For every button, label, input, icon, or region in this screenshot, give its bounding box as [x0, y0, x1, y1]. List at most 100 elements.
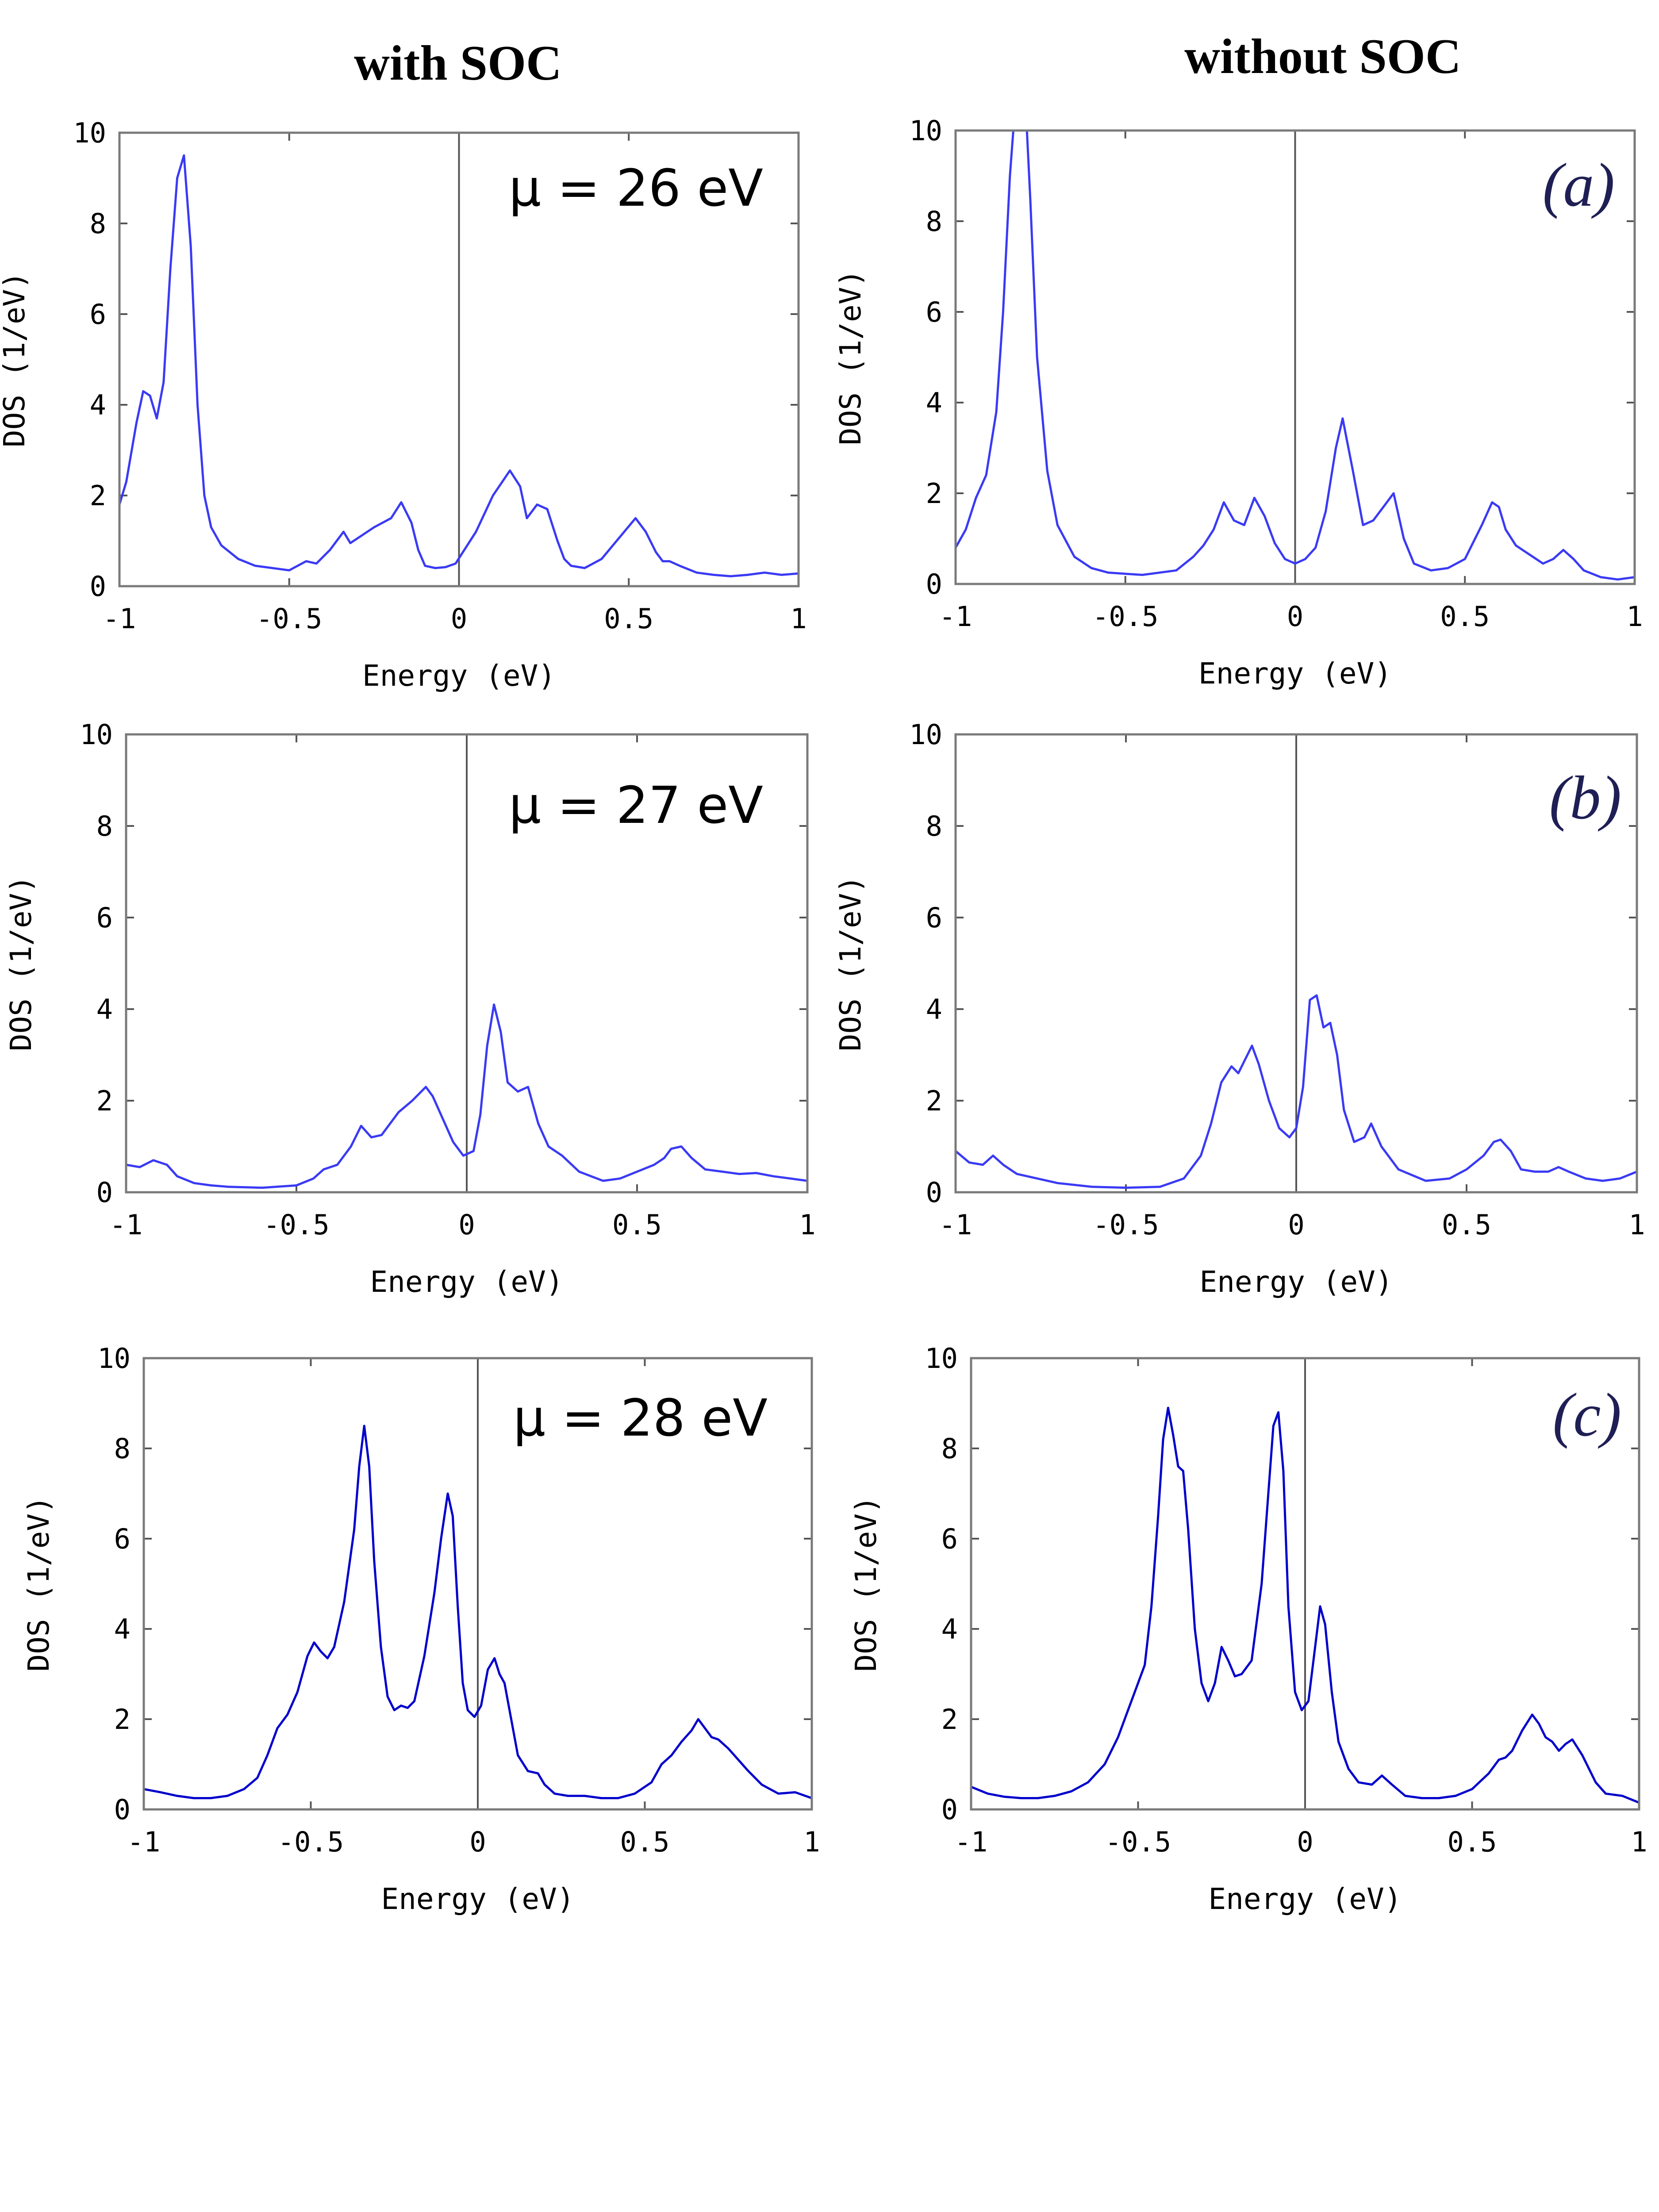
x-tick-label: -1: [939, 1209, 972, 1241]
x-tick-label: 0: [1297, 1826, 1313, 1858]
y-tick-label: 0: [114, 1793, 131, 1826]
y-tick-label: 8: [90, 207, 106, 240]
x-axis-label: Energy (eV): [370, 1265, 563, 1299]
dos-series-line: [971, 1406, 1639, 1804]
x-tick-label: -1: [103, 603, 136, 635]
y-axis-label: DOS (1/eV): [0, 272, 31, 447]
y-tick-label: 2: [941, 1703, 958, 1736]
x-tick-label: 0.5: [604, 603, 653, 635]
y-tick-label: 8: [926, 810, 942, 842]
y-tick-label: 4: [114, 1613, 131, 1645]
plot-frame: [954, 733, 1638, 1194]
y-tick-label: 10: [97, 1342, 131, 1375]
chemical-potential-label: μ = 27 eV: [509, 776, 763, 835]
x-tick-label: 0.5: [1442, 1209, 1491, 1241]
x-tick-label: -0.5: [263, 1209, 329, 1241]
x-tick-label: -0.5: [1092, 600, 1158, 633]
y-tick-label: 8: [941, 1432, 958, 1465]
x-tick-label: 1: [803, 1826, 820, 1858]
x-tick-label: -0.5: [278, 1826, 344, 1858]
y-axis-label: DOS (1/eV): [833, 269, 868, 445]
y-tick-label: 10: [925, 1342, 958, 1375]
y-tick-label: 10: [909, 115, 942, 147]
x-tick-label: 0: [1287, 600, 1303, 633]
x-tick-label: 1: [790, 603, 806, 635]
x-tick-label: -1: [110, 1209, 143, 1241]
plot-frame: [125, 733, 809, 1194]
y-tick-label: 0: [96, 1176, 113, 1209]
y-tick-label: 6: [926, 902, 942, 934]
x-axis-label: Energy (eV): [1199, 1265, 1393, 1299]
x-tick-label: -0.5: [256, 603, 322, 635]
y-tick-label: 0: [941, 1793, 958, 1826]
y-tick-label: 2: [926, 477, 942, 510]
x-tick-label: 1: [799, 1209, 815, 1241]
y-tick-label: 6: [96, 902, 113, 934]
x-axis-label: Energy (eV): [362, 659, 556, 693]
y-tick-label: 10: [73, 117, 106, 149]
y-tick-label: 2: [114, 1703, 131, 1736]
panel-label: (a): [1543, 151, 1615, 219]
x-tick-label: -1: [127, 1826, 161, 1858]
plot-frame: [118, 131, 800, 588]
y-tick-label: 4: [90, 389, 106, 421]
y-tick-label: 10: [909, 718, 942, 751]
x-tick-label: -1: [939, 600, 972, 633]
panel-label: (c): [1553, 1381, 1621, 1449]
y-axis-label: DOS (1/eV): [4, 876, 38, 1051]
y-tick-label: 6: [114, 1523, 131, 1555]
y-tick-label: 0: [926, 1176, 942, 1209]
y-tick-label: 4: [926, 993, 942, 1025]
y-tick-label: 4: [926, 387, 942, 419]
y-tick-label: 6: [941, 1523, 958, 1555]
y-tick-label: 2: [90, 480, 106, 512]
y-tick-label: 8: [114, 1432, 131, 1465]
y-tick-label: 4: [96, 993, 113, 1025]
y-axis-label: DOS (1/eV): [22, 1496, 56, 1671]
y-tick-label: 2: [926, 1085, 942, 1117]
y-tick-label: 4: [941, 1613, 958, 1645]
x-tick-label: 1: [1631, 1826, 1647, 1858]
x-tick-label: 0.5: [1440, 600, 1490, 633]
chemical-potential-label: μ = 28 eV: [513, 1389, 768, 1448]
dos-series-line: [956, 131, 1635, 581]
x-tick-label: -0.5: [1093, 1209, 1159, 1241]
x-axis-label: Energy (eV): [1208, 1882, 1402, 1916]
plot-frame: [954, 129, 1636, 585]
panel-label: (b): [1549, 764, 1621, 832]
y-tick-label: 6: [90, 298, 106, 330]
chemical-potential-label: μ = 26 eV: [509, 159, 763, 218]
y-axis-label: DOS (1/eV): [833, 876, 868, 1051]
dos-series-line: [956, 994, 1637, 1189]
x-axis-label: Energy (eV): [381, 1882, 574, 1916]
x-tick-label: 0.5: [1448, 1826, 1497, 1858]
y-axis-label: DOS (1/eV): [849, 1496, 883, 1671]
x-tick-label: 0: [458, 1209, 475, 1241]
y-tick-label: 8: [96, 810, 113, 842]
y-tick-label: 0: [90, 570, 106, 603]
column-title-without-soc: without SOC: [1184, 29, 1461, 84]
x-tick-label: 0: [1288, 1209, 1304, 1241]
y-tick-label: 0: [926, 568, 942, 600]
x-tick-label: 0.5: [620, 1826, 670, 1858]
x-axis-label: Energy (eV): [1198, 657, 1392, 691]
dos-series-line: [126, 1003, 807, 1189]
plot-frame: [970, 1357, 1640, 1811]
x-tick-label: -1: [955, 1826, 988, 1858]
dos-series-line: [119, 154, 799, 577]
column-title-with-soc: with SOC: [354, 36, 562, 91]
dos-series-line: [144, 1425, 812, 1799]
y-tick-label: 10: [80, 718, 113, 751]
y-tick-label: 2: [96, 1085, 113, 1117]
x-tick-label: 0: [469, 1826, 486, 1858]
x-tick-label: 0: [451, 603, 467, 635]
x-tick-label: 1: [1628, 1209, 1645, 1241]
x-tick-label: 0.5: [612, 1209, 662, 1241]
